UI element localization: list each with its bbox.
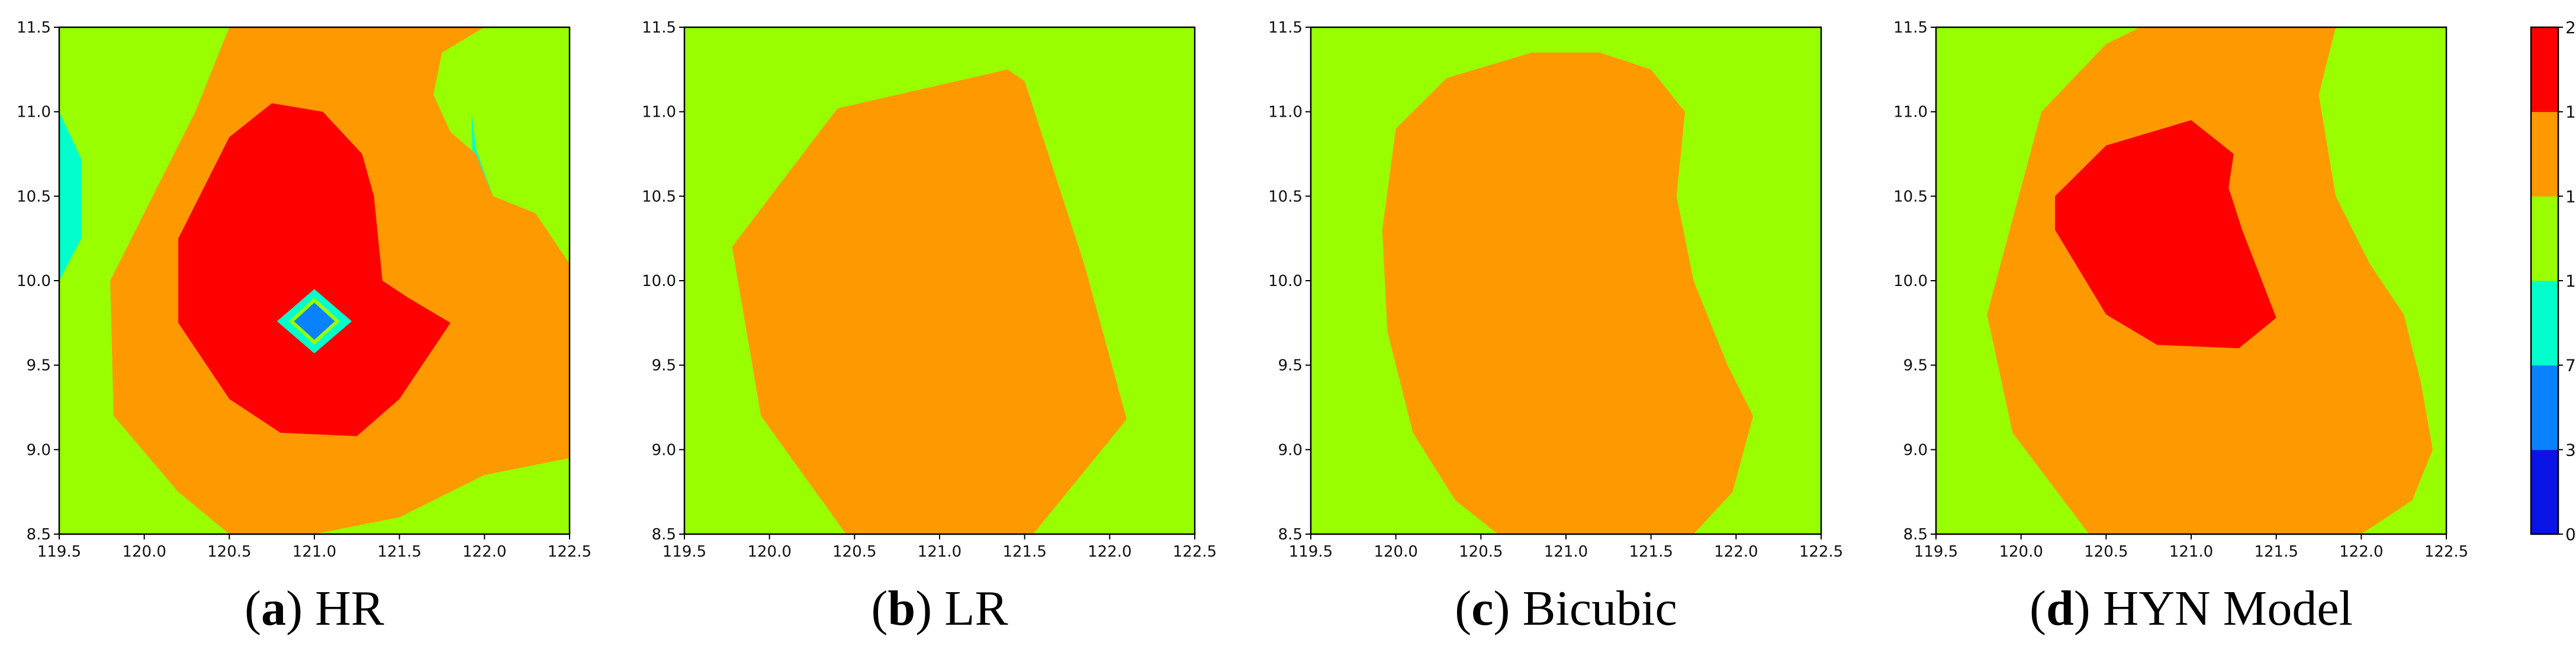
panel-a-contour-level-3-region-0 xyxy=(467,27,570,264)
panel-b-y-tick-label: 11.0 xyxy=(642,104,676,121)
panel-b-contour-level-4-region-0 xyxy=(732,69,1127,535)
panel-b-x-tick-label: 121.0 xyxy=(918,543,961,561)
panel-d-contours xyxy=(1936,27,2446,534)
colorbar-swatch xyxy=(2531,365,2558,450)
panel-c-y-tick-label: 9.0 xyxy=(1278,441,1303,459)
panel-b-x-tick-label: 120.5 xyxy=(832,543,876,561)
panel-c-y-tick-label: 8.5 xyxy=(1278,526,1303,544)
panel-c-x-tick-label: 120.0 xyxy=(1374,543,1417,561)
colorbar-tick-label: 0.04 xyxy=(2565,525,2576,544)
panel-c-y-tick-label: 11.0 xyxy=(1268,104,1303,121)
panel-d-y-tick-label: 9.5 xyxy=(1903,357,1928,375)
panel-d-ticks: 119.5 120.0 120.5 121.0 121.5 122.0 122.5 8.5 9.… xyxy=(1893,19,2468,561)
panel-a-y-tick-label: 9.5 xyxy=(27,357,51,375)
panel-b-y-tick-label: 9.0 xyxy=(652,441,676,459)
colorbar-tick-label: 15.52 xyxy=(2565,187,2576,206)
panel-d-y-tick-label: 8.5 xyxy=(1903,526,1928,544)
panel-c-y-tick-label: 10.5 xyxy=(1268,188,1303,205)
panel-a-y-tick-label: 11.0 xyxy=(17,104,51,121)
panel-d-y-tick-label: 11.5 xyxy=(1893,19,1928,37)
panel-d-x-tick-label: 120.5 xyxy=(2084,543,2128,561)
panel-a-center-core-0 xyxy=(294,303,335,340)
panel-b-y-tick-label: 9.5 xyxy=(652,357,676,375)
panel-d-y-tick-label: 10.0 xyxy=(1893,272,1928,290)
panel-a-hr: 119.5 120.0 120.5 121.0 121.5 122.0 122.5 8.5 9.… xyxy=(17,19,591,636)
panel-c-y-tick-label: 11.5 xyxy=(1268,19,1303,37)
panel-d-x-tick-label: 121.0 xyxy=(2169,543,2213,561)
panel-a-contours xyxy=(59,27,570,534)
panel-b-x-tick-label: 119.5 xyxy=(663,543,706,561)
panel-d-x-tick-label: 121.5 xyxy=(2254,543,2298,561)
panel-b-y-tick-label: 8.5 xyxy=(652,526,676,544)
panel-d-contour-level-5-region-0 xyxy=(2055,120,2276,349)
panel-a-x-tick-label: 119.5 xyxy=(37,543,81,561)
panel-c-x-tick-label: 119.5 xyxy=(1289,543,1333,561)
panel-c-y-tick-label: 10.0 xyxy=(1268,272,1303,290)
panel-b-x-tick-label: 120.0 xyxy=(747,543,791,561)
panel-c-contours xyxy=(1311,27,1821,535)
panel-a-contour-level-2-region-0 xyxy=(59,111,82,281)
colorbar-swatch xyxy=(2531,111,2558,197)
panel-a-x-tick-label: 121.0 xyxy=(292,543,336,561)
panel-b-y-tick-label: 10.0 xyxy=(642,272,676,290)
colorbar-tick-label: 3.91 xyxy=(2565,440,2576,460)
colorbar-tick-label: 23.26 xyxy=(2565,18,2576,37)
panel-c-x-tick-label: 122.0 xyxy=(1714,543,1758,561)
panel-a-y-tick-label: 10.0 xyxy=(17,272,51,290)
panel-b-x-tick-label: 122.5 xyxy=(1173,543,1217,561)
panel-d-y-tick-label: 11.0 xyxy=(1893,104,1928,121)
panel-d-hyn-model: 119.5 120.0 120.5 121.0 121.5 122.0 122.5 8.5 9.… xyxy=(1893,19,2468,636)
panel-c-x-tick-label: 121.0 xyxy=(1544,543,1588,561)
colorbar-ticks: 0.04 3.91 7.78 11.65 15.52 19.39 23.26 xyxy=(2530,18,2576,544)
panel-c-contour-level-4-region-0 xyxy=(1382,52,1754,535)
panel-a-y-tick-label: 11.5 xyxy=(17,19,51,37)
colorbar: 0.04 3.91 7.78 11.65 15.52 19.39 23.26 xyxy=(2530,18,2576,544)
panel-d-contour-level-3-region-0 xyxy=(2330,27,2446,261)
panel-a-y-tick-label: 9.0 xyxy=(27,441,51,459)
panel-b-contours xyxy=(684,27,1195,535)
panel-c-caption: (c) Bicubic xyxy=(1455,581,1677,636)
panel-a-x-tick-label: 121.5 xyxy=(377,543,421,561)
panel-c-bicubic: 119.5 120.0 120.5 121.0 121.5 122.0 122.5 8.5 9.… xyxy=(1268,19,1843,636)
panel-c-y-tick-label: 9.5 xyxy=(1278,357,1303,375)
panel-a-x-tick-label: 120.0 xyxy=(122,543,166,561)
panel-b-ticks: 119.5 120.0 120.5 121.0 121.5 122.0 122.5 8.5 9.… xyxy=(642,19,1217,561)
panel-d-x-tick-label: 120.0 xyxy=(1999,543,2043,561)
colorbar-swatch xyxy=(2531,196,2558,281)
colorbar-swatches xyxy=(2531,27,2558,535)
panel-b-caption: (b) LR xyxy=(871,581,1008,636)
panel-c-x-tick-label: 120.5 xyxy=(1459,543,1503,561)
panel-b-x-tick-label: 122.0 xyxy=(1088,543,1131,561)
colorbar-tick-label: 19.39 xyxy=(2565,102,2576,122)
panel-b-contour-level-3-region-0 xyxy=(1096,27,1195,345)
panel-c-contour-level-3-region-0 xyxy=(1744,27,1821,323)
panel-b-y-tick-label: 10.5 xyxy=(642,188,676,205)
panel-c-x-tick-label: 121.5 xyxy=(1629,543,1673,561)
panel-d-x-tick-label: 119.5 xyxy=(1914,543,1958,561)
panel-d-x-tick-label: 122.0 xyxy=(2339,543,2383,561)
colorbar-tick-label: 11.65 xyxy=(2565,271,2576,291)
panel-c-x-tick-label: 122.5 xyxy=(1799,543,1843,561)
panel-d-y-tick-label: 9.0 xyxy=(1903,441,1928,459)
panel-a-x-tick-label: 122.0 xyxy=(462,543,506,561)
panel-d-y-tick-label: 10.5 xyxy=(1893,188,1928,205)
colorbar-swatch xyxy=(2531,27,2558,113)
panel-b-x-tick-label: 121.5 xyxy=(1002,543,1046,561)
panel-c-ticks: 119.5 120.0 120.5 121.0 121.5 122.0 122.5 8.5 9.… xyxy=(1268,19,1843,561)
colorbar-tick-label: 7.78 xyxy=(2565,356,2576,375)
panel-d-contour-level-3-region-1 xyxy=(1936,137,1947,230)
panel-a-x-tick-label: 120.5 xyxy=(207,543,251,561)
panel-b-y-tick-label: 11.5 xyxy=(642,19,676,37)
panel-d-x-tick-label: 122.5 xyxy=(2424,543,2468,561)
panel-a-x-tick-label: 122.5 xyxy=(548,543,591,561)
colorbar-swatch xyxy=(2531,449,2558,535)
panel-a-caption: (a) HR xyxy=(245,581,384,636)
panel-b-lr: 119.5 120.0 120.5 121.0 121.5 122.0 122.5 8.5 9.… xyxy=(642,19,1217,636)
panel-a-ticks: 119.5 120.0 120.5 121.0 121.5 122.0 122.5 8.5 9.… xyxy=(17,19,591,561)
colorbar-swatch xyxy=(2531,281,2558,366)
panel-a-y-tick-label: 10.5 xyxy=(17,188,51,205)
panel-d-caption: (d) HYN Model xyxy=(2030,581,2353,636)
panel-a-y-tick-label: 8.5 xyxy=(27,526,51,544)
